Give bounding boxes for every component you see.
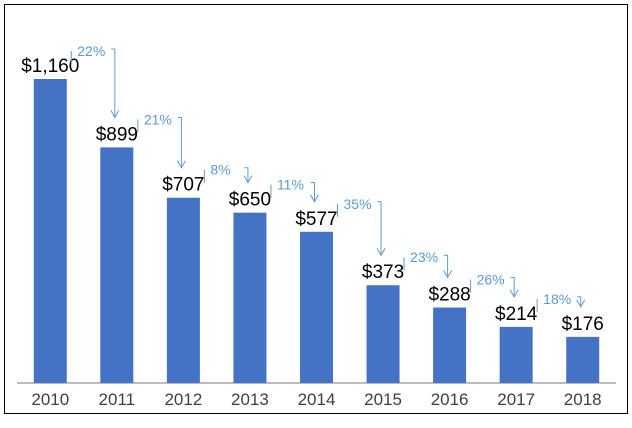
x-tick-2014: 2014	[298, 390, 336, 409]
value-label-2013: $650	[229, 190, 271, 211]
arrow-head-3	[310, 194, 319, 203]
value-label-2018: $176	[562, 314, 604, 335]
bar-2017	[499, 326, 533, 383]
bar-2015	[366, 285, 400, 383]
bar-2014	[300, 231, 333, 383]
value-label-2016: $288	[428, 285, 470, 306]
arrow-line-2	[244, 167, 249, 183]
x-tick-2018: 2018	[564, 390, 602, 409]
value-label-2015: $373	[362, 262, 404, 283]
bar-2016	[433, 307, 467, 383]
pct-label-1: 21%	[144, 111, 172, 127]
x-tick-2017: 2017	[497, 390, 535, 409]
pct-label-3: 11%	[277, 177, 304, 193]
value-label-2011: $899	[96, 124, 138, 145]
value-label-2010: $1,160	[21, 56, 79, 77]
x-tick-2012: 2012	[164, 390, 202, 409]
x-tick-2016: 2016	[431, 390, 469, 409]
bar-2012	[166, 197, 200, 383]
bar-2011	[100, 147, 134, 383]
value-label-2017: $214	[495, 304, 538, 325]
arrow-line-1	[177, 116, 182, 168]
pct-label-7: 18%	[543, 291, 571, 307]
pct-label-6: 26%	[477, 272, 505, 288]
x-tick-2010: 2010	[31, 390, 69, 409]
arrow-head-0	[110, 110, 120, 119]
value-label-2012: $707	[162, 175, 204, 196]
arrow-head-5	[443, 270, 453, 279]
pct-label-4: 35%	[344, 196, 372, 212]
bar-2013	[233, 212, 267, 383]
bar-2018	[566, 336, 600, 383]
arrow-head-2	[243, 175, 253, 184]
arrow-line-3	[310, 182, 315, 202]
pct-label-5: 23%	[410, 249, 438, 265]
arrow-head-4	[376, 247, 386, 257]
pct-label-2: 8%	[210, 162, 230, 178]
arrow-head-6	[509, 289, 519, 298]
value-label-2014: $577	[295, 209, 337, 230]
x-tick-2015: 2015	[364, 390, 402, 409]
pct-label-0: 22%	[77, 43, 105, 59]
arrow-head-7	[576, 299, 586, 308]
arrow-head-1	[176, 160, 186, 169]
arrow-line-0	[111, 48, 116, 118]
arrow-line-4	[377, 201, 382, 256]
x-tick-2011: 2011	[99, 390, 136, 409]
arrow-line-6	[510, 277, 515, 297]
x-tick-2013: 2013	[231, 390, 269, 409]
arrow-line-5	[444, 254, 449, 278]
bar-2010	[33, 79, 67, 383]
arrow-line-7	[577, 296, 582, 307]
